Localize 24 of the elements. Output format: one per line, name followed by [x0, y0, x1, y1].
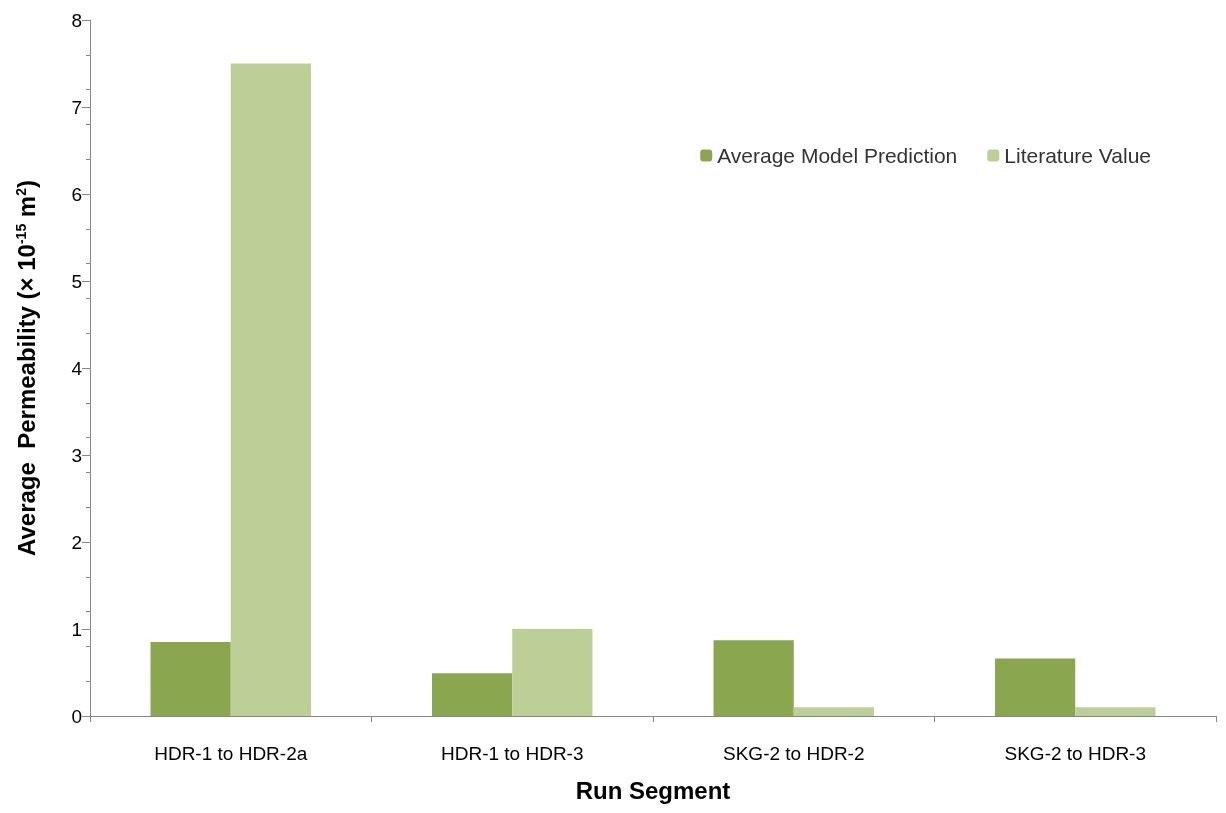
y-tick-label: 4: [71, 357, 83, 379]
x-axis-title: Run Segment: [575, 776, 731, 804]
bar: [793, 707, 874, 716]
legend-label: Literature Value: [1004, 144, 1151, 167]
bar: [713, 640, 794, 716]
x-tick-label: HDR-1 to HDR-2a: [154, 743, 308, 764]
x-tick-label: SKG-2 to HDR-2: [723, 743, 865, 764]
y-tick-label: 1: [71, 618, 82, 640]
y-tick-label: 8: [71, 9, 82, 31]
y-tick-label: 7: [71, 96, 82, 118]
bar: [995, 658, 1076, 716]
y-tick-label: 3: [71, 444, 82, 466]
bar: [230, 63, 311, 716]
y-tick-label: 6: [71, 183, 82, 205]
x-tick-label: HDR-1 to HDR-3: [440, 743, 584, 764]
bar: [150, 642, 231, 716]
x-tick-label: SKG-2 to HDR-3: [1004, 743, 1146, 764]
y-tick-label: 2: [71, 531, 82, 553]
bar: [512, 629, 593, 716]
y-tick-label: 0: [71, 705, 82, 727]
bar: [1075, 707, 1156, 716]
y-tick-label: 5: [71, 270, 82, 292]
legend-label: Average Model Prediction: [717, 144, 958, 167]
bar: [432, 673, 513, 716]
